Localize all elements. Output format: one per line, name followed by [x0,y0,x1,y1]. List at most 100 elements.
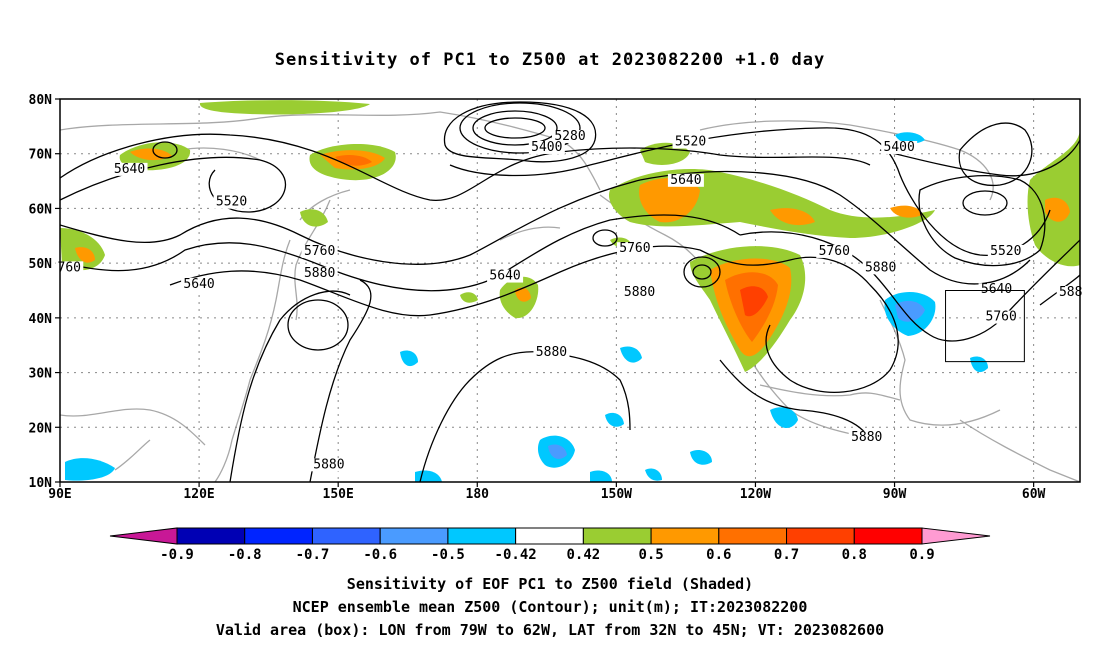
colorbar-swatch [786,527,855,545]
contour-label-bg [621,285,658,299]
contour-5760-east [739,231,1080,342]
footer-line-valid-area: Valid area (box): LON from 79W to 62W, L… [215,621,885,639]
colorbar-label: 0.8 [842,547,867,563]
lon-tick-label: 120W [740,487,771,502]
shade-negative-region [605,412,624,427]
contour-label: 5760 [619,241,650,256]
shade-positive-region [890,205,922,218]
lon-tick-label: 180 [466,487,490,502]
contour-label: 5640 [981,282,1012,297]
lat-tick-label: 70N [29,148,53,163]
shade-negative-region [415,470,442,482]
valid-area-box [945,290,1025,363]
contour-label: 5520 [990,244,1021,259]
colorbar-label: -0.6 [363,547,397,563]
lat-lon-grid [55,98,1080,487]
contour-label: 5400 [884,140,915,155]
contour-high-closed [592,229,618,247]
contour-label-bg [213,195,250,209]
lon-tick-label: 120E [183,487,214,502]
contour-label-bg [881,140,918,154]
colorbar-swatch [244,527,313,545]
contour-high-closed [152,141,178,159]
colorbar-label: -0.7 [296,547,330,563]
shade-negative-region [400,350,418,367]
contour-label-bg [667,173,704,187]
colorbar-swatch [718,527,788,545]
colorbar-label: 0.5 [638,547,663,563]
contour-5640 [60,170,1031,285]
shade-negative-region [970,356,988,373]
contour-5880 [169,245,701,317]
shade-positive-region [1045,197,1070,222]
colorbar-swatch [379,527,449,545]
contour-label-bg [1056,285,1085,299]
contour-label-bg [616,242,653,256]
colorbar-label: -0.42 [495,547,537,563]
contour-label: 5640 [114,162,145,177]
shade-positive-region [460,292,478,303]
colorbar-label: -0.5 [431,547,465,563]
lat-tick-label: 80N [29,93,53,108]
contour-high-closed [692,264,712,280]
contour-label-bg [983,310,1020,324]
contour-label: 5880 [536,345,567,360]
contour-label: 5760 [304,244,335,259]
colorbar-label: 0.6 [706,547,731,563]
lon-tick-label: 90W [883,487,907,502]
contour-label: 5520 [675,135,706,150]
lat-tick-label: 30N [29,367,53,382]
contour-label: 5880 [865,260,896,275]
contour-5880-low-lat [309,279,372,482]
lon-tick-label: 150W [601,487,632,502]
contour-label-bg [301,244,338,258]
footer-line-contour: NCEP ensemble mean Z500 (Contour); unit(… [292,598,808,616]
colorbar-label: -0.9 [160,547,194,563]
contour-label-bg [862,261,899,275]
map-title: Sensitivity of PC1 to Z500 at 2023082200… [274,50,826,70]
lat-tick-label: 40N [29,312,53,327]
colorbar-label: -0.8 [228,547,262,563]
shade-positive-region [300,209,328,227]
contour-label-bg [310,458,347,472]
colorbar-swatch [853,527,923,545]
lon-tick-label: 60W [1022,487,1046,502]
shade-positive-region [199,100,370,115]
shade-negative-region [770,407,798,429]
map-frame [59,98,1081,483]
colorbar-swatch [311,527,381,545]
shade-negative-region [645,468,662,481]
contour-5880-low-lat [419,351,631,482]
contour-5640 [60,133,871,201]
contour-5880-low-lat [719,359,871,441]
contour-5640-east [879,139,1080,177]
colorbar-swatch [176,527,246,545]
lat-tick-label: 10N [29,476,53,491]
contour-label: 5880 [851,430,882,445]
contour-5520 [449,127,1051,256]
contour-label-bg [528,140,565,154]
contour-5520-east [918,175,1046,267]
lon-tick-label: 90E [48,487,71,502]
shade-negative-region [65,458,115,481]
shade-negative-region [620,346,642,363]
shade-negative-region [895,132,925,144]
shade-positive-region [75,247,95,263]
contour-5280-low [484,117,546,139]
lon-tick-label: 150E [323,487,354,502]
contour-low-east [962,190,1008,216]
colorbar-label: 0.42 [567,547,601,563]
contour-label: 588 [1059,285,1082,300]
contour-label-bg [552,130,588,144]
footer-line-shading: Sensitivity of EOF PC1 to Z500 field (Sh… [346,575,754,593]
contour-5880-low-lat [229,290,351,482]
contour-label: 5280 [554,129,585,144]
shade-positive-region [639,178,700,223]
contour-label: 5640 [183,277,214,292]
colorbar-swatch [582,527,652,545]
contour-label: 5640 [670,173,701,188]
colorbar-label: 0.9 [909,547,934,563]
